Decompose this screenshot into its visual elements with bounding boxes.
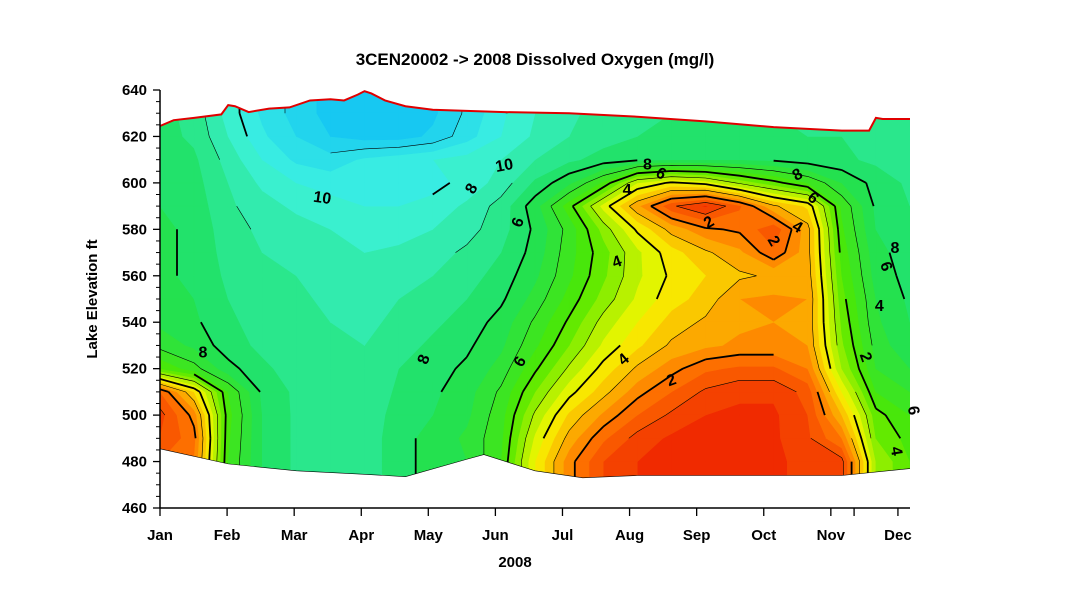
y-tick-label: 580 xyxy=(122,221,147,238)
y-tick-label: 540 xyxy=(122,314,147,331)
x-tick-label: Oct xyxy=(751,527,776,544)
lake-bottom-line xyxy=(159,448,911,479)
y-tick-label: 520 xyxy=(122,361,147,378)
contour-label: 10 xyxy=(312,189,332,208)
chart-title: 3CEN20002 -> 2008 Dissolved Oxygen (mg/l… xyxy=(355,50,715,69)
contour-label: 4 xyxy=(875,298,884,315)
x-tick-label: Feb xyxy=(214,527,241,544)
water-surface-line xyxy=(159,90,910,132)
axes: 460 480 500 520 540 560 580 600 620 640 Jan Feb Mar A… xyxy=(122,82,912,544)
y-tick-label: 600 xyxy=(122,175,147,192)
x-tick-label: Dec xyxy=(884,527,912,544)
y-axis-title: Lake Elevation ft xyxy=(84,239,101,358)
y-tick-label: 640 xyxy=(122,82,147,99)
contour-label: 4 xyxy=(623,182,632,199)
x-tick-label: Sep xyxy=(683,527,711,544)
x-tick-label: Jan xyxy=(147,527,173,544)
x-tick-label: Nov xyxy=(817,527,846,544)
x-tick-label: Apr xyxy=(348,527,374,544)
contour-fill xyxy=(160,91,910,478)
contour-label: 10 xyxy=(494,156,515,176)
contour-label: 8 xyxy=(199,344,208,361)
contour-label: 8 xyxy=(643,156,652,173)
x-tick-label: May xyxy=(414,527,444,544)
y-tick-label: 480 xyxy=(122,454,147,471)
x-tick-label: Mar xyxy=(281,527,308,544)
y-tick-label: 500 xyxy=(122,407,147,424)
contour-label: 8 xyxy=(891,240,900,257)
contour-label: 6 xyxy=(904,405,922,417)
y-tick-label: 460 xyxy=(122,500,147,517)
x-tick-label: Aug xyxy=(615,527,644,544)
x-tick-label: Jul xyxy=(552,527,574,544)
contour-label: 4 xyxy=(887,445,905,457)
x-axis-title: 2008 xyxy=(498,554,531,571)
y-tick-label: 560 xyxy=(122,268,147,285)
y-tick-label: 620 xyxy=(122,128,147,145)
x-tick-label: Jun xyxy=(482,527,509,544)
